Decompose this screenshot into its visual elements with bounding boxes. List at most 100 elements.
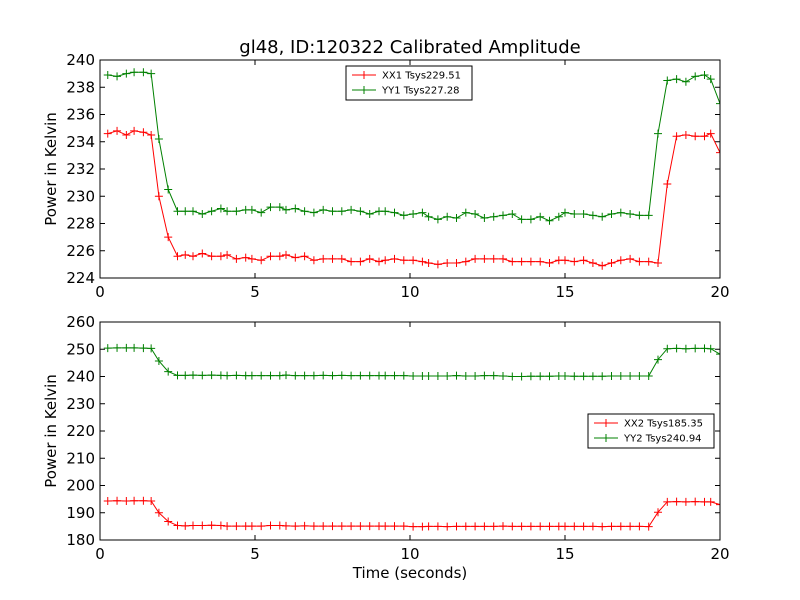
- data-point: [122, 69, 131, 78]
- data-point: [223, 522, 232, 531]
- data-point: [216, 204, 225, 213]
- data-point: [716, 148, 720, 157]
- data-point: [607, 522, 616, 531]
- data-point: [154, 356, 163, 365]
- data-point: [681, 130, 690, 139]
- y-tick-label: 238: [66, 78, 95, 96]
- data-point: [409, 371, 418, 380]
- data-point: [275, 252, 284, 261]
- data-point: [147, 69, 156, 78]
- data-point: [716, 350, 720, 359]
- y-axis-label: Power in Kelvin: [42, 374, 60, 488]
- data-point: [691, 497, 700, 506]
- data-point: [130, 343, 139, 352]
- y-tick-label: 232: [66, 160, 95, 178]
- data-point: [390, 254, 399, 263]
- data-point: [257, 522, 266, 531]
- data-point: [626, 371, 635, 380]
- data-point: [328, 254, 337, 263]
- data-point: [452, 371, 461, 380]
- data-point: [337, 254, 346, 263]
- data-point: [189, 521, 197, 530]
- data-point: [181, 371, 190, 380]
- data-point: [207, 521, 216, 530]
- data-point: [337, 207, 346, 216]
- data-point: [232, 522, 241, 531]
- data-point: [113, 72, 122, 81]
- y-tick-label: 180: [66, 531, 95, 549]
- y-tick-label: 210: [66, 449, 95, 467]
- data-point: [399, 211, 408, 220]
- data-point: [545, 259, 554, 268]
- data-point: [616, 522, 625, 531]
- data-point: [337, 522, 346, 531]
- data-point: [309, 256, 318, 265]
- series-group: [103, 68, 720, 225]
- data-point: [607, 209, 616, 218]
- data-point: [635, 522, 644, 531]
- legend-entry: YY1 Tsys227.28: [381, 86, 460, 97]
- data-point: [257, 208, 266, 217]
- data-point: [536, 212, 545, 221]
- data-point: [328, 371, 337, 380]
- data-point: [207, 207, 216, 216]
- y-tick-label: 224: [66, 269, 95, 287]
- data-point: [716, 99, 720, 108]
- data-point: [347, 522, 356, 531]
- data-point: [365, 371, 374, 380]
- data-point: [626, 522, 635, 531]
- data-point: [266, 203, 275, 212]
- data-point: [480, 522, 489, 531]
- data-point: [365, 522, 374, 531]
- data-point: [461, 522, 470, 531]
- data-point: [328, 207, 337, 216]
- data-point: [579, 256, 588, 265]
- data-point: [635, 371, 644, 380]
- data-point: [681, 497, 690, 506]
- data-point: [644, 211, 653, 220]
- data-point: [561, 256, 569, 265]
- data-point: [139, 496, 148, 505]
- data-point: [635, 257, 644, 266]
- data-point: [309, 371, 318, 380]
- y-tick-label: 190: [66, 504, 95, 522]
- data-point: [536, 372, 545, 381]
- data-point: [433, 522, 442, 531]
- data-point: [207, 371, 216, 380]
- data-point: [328, 522, 337, 531]
- series-line: [107, 500, 720, 528]
- data-point: [189, 252, 197, 261]
- data-point: [716, 500, 720, 509]
- data-point: [139, 128, 148, 137]
- data-point: [706, 75, 715, 84]
- data-point: [626, 209, 635, 218]
- data-point: [545, 216, 554, 225]
- legend-marker: [360, 71, 368, 79]
- data-point: [663, 497, 672, 506]
- data-point: [347, 371, 356, 380]
- data-point: [122, 497, 131, 506]
- data-point: [347, 205, 356, 214]
- data-point: [409, 209, 418, 218]
- data-point: [337, 371, 346, 380]
- data-point: [489, 212, 498, 221]
- data-point: [198, 249, 207, 258]
- data-point: [635, 211, 644, 220]
- data-point: [291, 371, 300, 380]
- series-group: [103, 496, 720, 531]
- data-point: [207, 252, 216, 261]
- data-point: [409, 256, 418, 265]
- data-point: [275, 371, 284, 380]
- data-point: [536, 257, 545, 266]
- data-point: [257, 371, 266, 380]
- data-point: [526, 522, 535, 531]
- data-point: [356, 371, 365, 380]
- data-point: [266, 521, 275, 530]
- axes-frame: [99, 321, 721, 541]
- data-point: [232, 207, 241, 216]
- data-point: [247, 371, 256, 380]
- data-point: [691, 72, 700, 81]
- data-point: [147, 344, 156, 353]
- data-point: [319, 254, 328, 263]
- data-point: [300, 371, 309, 380]
